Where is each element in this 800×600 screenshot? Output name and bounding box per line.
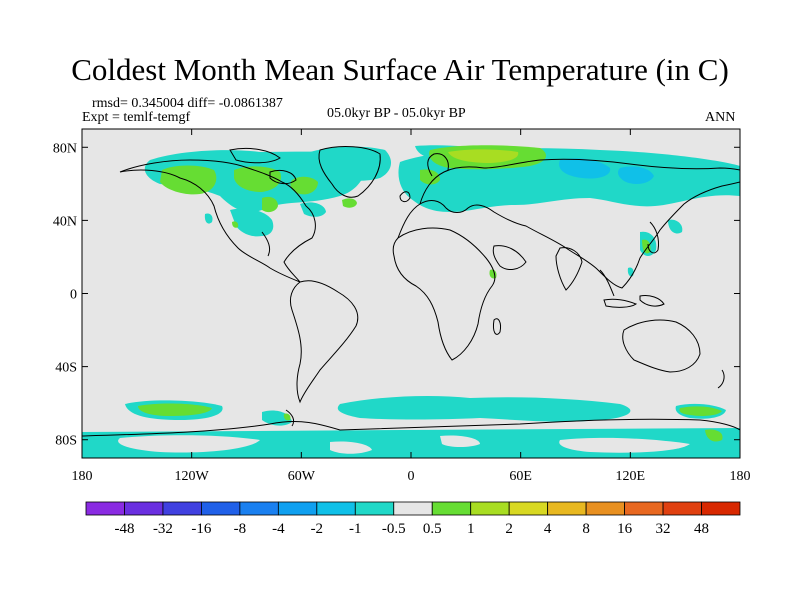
colorbar-label: -16 bbox=[191, 521, 211, 537]
colorbar-box bbox=[85, 501, 125, 516]
colorbar-label: -32 bbox=[153, 521, 173, 537]
colorbar-box bbox=[393, 501, 433, 516]
stats-text: rmsd= 0.345004 diff= -0.0861387 bbox=[92, 96, 283, 111]
colorbar-label: 16 bbox=[617, 521, 633, 537]
colorbar-label: -8 bbox=[234, 521, 247, 537]
lon-tick-label: 60W bbox=[288, 469, 316, 484]
colorbar-box bbox=[124, 501, 164, 516]
colorbar-label: 2 bbox=[505, 521, 513, 537]
lat-tick-label: 40N bbox=[53, 214, 77, 229]
colorbar-label: 1 bbox=[467, 521, 475, 537]
colorbar-label: 4 bbox=[544, 521, 552, 537]
period-text: 05.0kyr BP - 05.0kyr BP bbox=[327, 106, 466, 121]
colorbar-label: -1 bbox=[349, 521, 362, 537]
lon-tick-label: 180 bbox=[72, 469, 93, 484]
colorbar-box bbox=[354, 501, 395, 516]
season-text: ANN bbox=[705, 110, 736, 125]
lon-tick-label: 120W bbox=[175, 469, 210, 484]
colorbar-box bbox=[585, 501, 625, 516]
colorbar-box bbox=[316, 501, 356, 516]
experiment-text: Expt = temlf-temgf bbox=[82, 110, 191, 125]
colorbar-label: 32 bbox=[656, 521, 671, 537]
colorbar-box bbox=[162, 501, 202, 516]
coastlines bbox=[82, 146, 740, 437]
longitude-axis: 180 120W 60W 0 60E 120E 180 bbox=[72, 129, 751, 484]
colorbar-label: -0.5 bbox=[382, 521, 406, 537]
lat-tick-label: 80N bbox=[53, 141, 77, 156]
lat-tick-label: 0 bbox=[70, 288, 77, 303]
lon-tick-label: 120E bbox=[616, 469, 646, 484]
colorbar-box bbox=[239, 501, 279, 516]
plot-title: Coldest Month Mean Surface Air Temperatu… bbox=[71, 52, 729, 87]
lon-tick-label: 60E bbox=[509, 469, 532, 484]
lat-tick-label: 80S bbox=[55, 434, 77, 449]
colorbar-box bbox=[431, 501, 472, 516]
lat-tick-label: 40S bbox=[55, 361, 77, 376]
colorbar-box bbox=[508, 501, 549, 516]
colorbar-label: -2 bbox=[311, 521, 324, 537]
lon-tick-label: 180 bbox=[730, 469, 751, 484]
colorbar-box bbox=[547, 501, 587, 516]
latitude-axis: 80N 40N 0 40S 80S bbox=[53, 141, 740, 449]
colorbar-box bbox=[470, 501, 510, 516]
colorbar-box bbox=[624, 501, 664, 516]
colorbar-box bbox=[201, 501, 241, 516]
colorbar: -48 -32 -16 -8 -4 -2 -1 -0.5 0.5 1 2 4 8 16 32 48 bbox=[85, 501, 741, 537]
colorbar-box bbox=[701, 501, 741, 516]
colorbar-label: -48 bbox=[114, 521, 134, 537]
colorbar-label: 0.5 bbox=[423, 521, 442, 537]
colorbar-label: -4 bbox=[272, 521, 285, 537]
colorbar-box bbox=[277, 501, 318, 516]
colorbar-label: 48 bbox=[694, 521, 709, 537]
colorbar-label: 8 bbox=[582, 521, 590, 537]
lon-tick-label: 0 bbox=[408, 469, 415, 484]
colorbar-box bbox=[662, 501, 702, 516]
